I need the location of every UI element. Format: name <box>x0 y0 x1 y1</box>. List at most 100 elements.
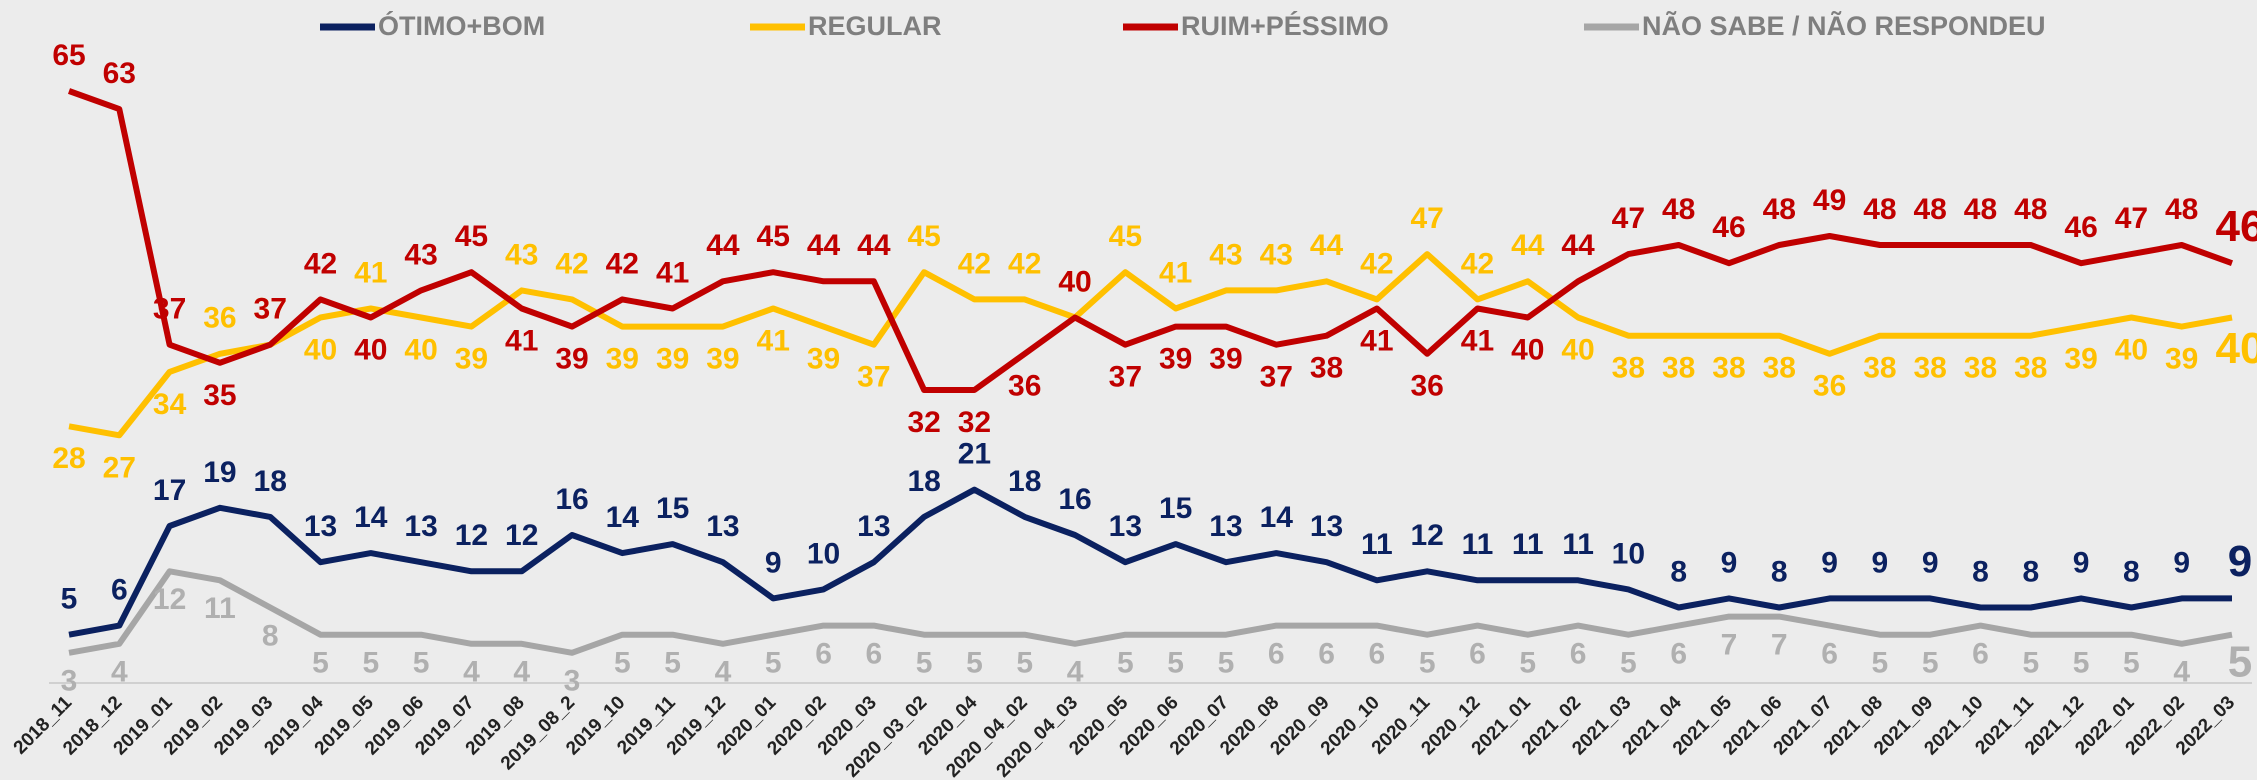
data-label: 8 <box>262 619 279 652</box>
data-label: 4 <box>2173 656 2190 689</box>
data-label: 9 <box>1872 546 1889 579</box>
data-label: 36 <box>203 302 236 335</box>
data-label: 9 <box>2073 546 2090 579</box>
data-label: 41 <box>354 256 387 289</box>
data-label: 38 <box>2014 352 2047 385</box>
data-label: 27 <box>103 451 136 484</box>
data-label: 34 <box>153 388 187 421</box>
data-label: 9 <box>2173 546 2190 579</box>
data-label: 3 <box>564 665 581 698</box>
data-label: 32 <box>958 406 991 439</box>
data-label: 9 <box>2228 537 2252 586</box>
data-label: 5 <box>1016 647 1033 680</box>
data-label: 47 <box>2115 202 2148 235</box>
data-label: 39 <box>455 343 488 376</box>
data-label: 14 <box>606 501 640 534</box>
data-label: 5 <box>2228 637 2252 686</box>
data-label: 41 <box>656 256 689 289</box>
data-label: 38 <box>1612 352 1645 385</box>
data-label: 42 <box>1008 247 1041 280</box>
data-label: 48 <box>2165 193 2198 226</box>
data-label: 41 <box>757 324 790 357</box>
data-label: 40 <box>1058 265 1091 298</box>
legend-label: REGULAR <box>808 11 942 41</box>
data-label: 18 <box>1008 465 1041 498</box>
data-label: 45 <box>1109 220 1142 253</box>
data-label: 36 <box>1008 370 1041 403</box>
data-label: 5 <box>1117 647 1134 680</box>
data-label: 35 <box>203 379 236 412</box>
data-label: 37 <box>1260 361 1293 394</box>
data-label: 41 <box>1461 324 1494 357</box>
data-label: 5 <box>614 647 631 680</box>
data-label: 9 <box>1922 546 1939 579</box>
data-label: 48 <box>1964 193 1997 226</box>
data-label: 40 <box>2115 333 2148 366</box>
data-label: 65 <box>52 39 85 72</box>
series-line <box>67 88 2234 393</box>
legend-label: NÃO SABE / NÃO RESPONDEU <box>1642 10 2046 41</box>
data-label: 6 <box>865 638 882 671</box>
data-label: 6 <box>1469 638 1486 671</box>
data-label: 13 <box>857 510 890 543</box>
data-label: 9 <box>1721 546 1738 579</box>
data-label: 5 <box>413 647 430 680</box>
data-label: 39 <box>1159 343 1192 376</box>
data-label: 39 <box>2064 343 2097 376</box>
data-label: 44 <box>807 229 841 262</box>
data-label: 5 <box>1620 647 1637 680</box>
data-label: 18 <box>907 465 940 498</box>
data-label: 5 <box>1167 647 1184 680</box>
data-label: 46 <box>1712 211 1745 244</box>
data-label: 7 <box>1771 628 1788 661</box>
data-label: 6 <box>1318 638 1335 671</box>
data-label: 13 <box>1209 510 1242 543</box>
data-label: 48 <box>1913 193 1946 226</box>
data-label: 39 <box>1209 343 1242 376</box>
data-label: 40 <box>404 333 437 366</box>
data-label: 43 <box>505 238 538 271</box>
data-label: 43 <box>1260 238 1293 271</box>
data-label: 38 <box>1913 352 1946 385</box>
data-label: 42 <box>958 247 991 280</box>
data-label: 42 <box>1360 247 1393 280</box>
data-label: 42 <box>555 247 588 280</box>
data-label: 39 <box>2165 343 2198 376</box>
data-label: 13 <box>304 510 337 543</box>
data-label: 37 <box>1109 361 1142 394</box>
data-label: 40 <box>304 333 337 366</box>
data-label: 10 <box>807 537 840 570</box>
data-label: 11 <box>204 592 236 625</box>
data-label: 14 <box>354 501 388 534</box>
data-label: 5 <box>1519 647 1536 680</box>
data-label: 40 <box>1511 333 1544 366</box>
data-label: 39 <box>555 343 588 376</box>
data-label: 38 <box>1863 352 1896 385</box>
data-label: 16 <box>1058 483 1091 516</box>
data-label: 46 <box>2216 202 2257 251</box>
data-label: 41 <box>1360 324 1393 357</box>
data-label: 8 <box>1670 555 1687 588</box>
data-label: 17 <box>153 474 186 507</box>
data-label: 9 <box>1821 546 1838 579</box>
data-label: 6 <box>815 638 832 671</box>
data-label: 15 <box>1159 492 1192 525</box>
data-label: 47 <box>1410 202 1443 235</box>
data-label: 40 <box>354 333 387 366</box>
data-label: 19 <box>203 456 236 489</box>
data-label: 12 <box>455 519 488 552</box>
data-label: 8 <box>2123 555 2140 588</box>
data-label: 37 <box>857 361 890 394</box>
data-label: 21 <box>958 438 991 471</box>
data-label: 14 <box>1260 501 1294 534</box>
data-label: 5 <box>916 647 933 680</box>
data-label: 63 <box>103 57 136 90</box>
data-label: 5 <box>2123 647 2140 680</box>
data-label: 13 <box>1310 510 1343 543</box>
data-label: 11 <box>1462 528 1494 561</box>
data-label: 13 <box>706 510 739 543</box>
data-label: 41 <box>505 324 538 357</box>
data-label: 6 <box>1570 638 1587 671</box>
